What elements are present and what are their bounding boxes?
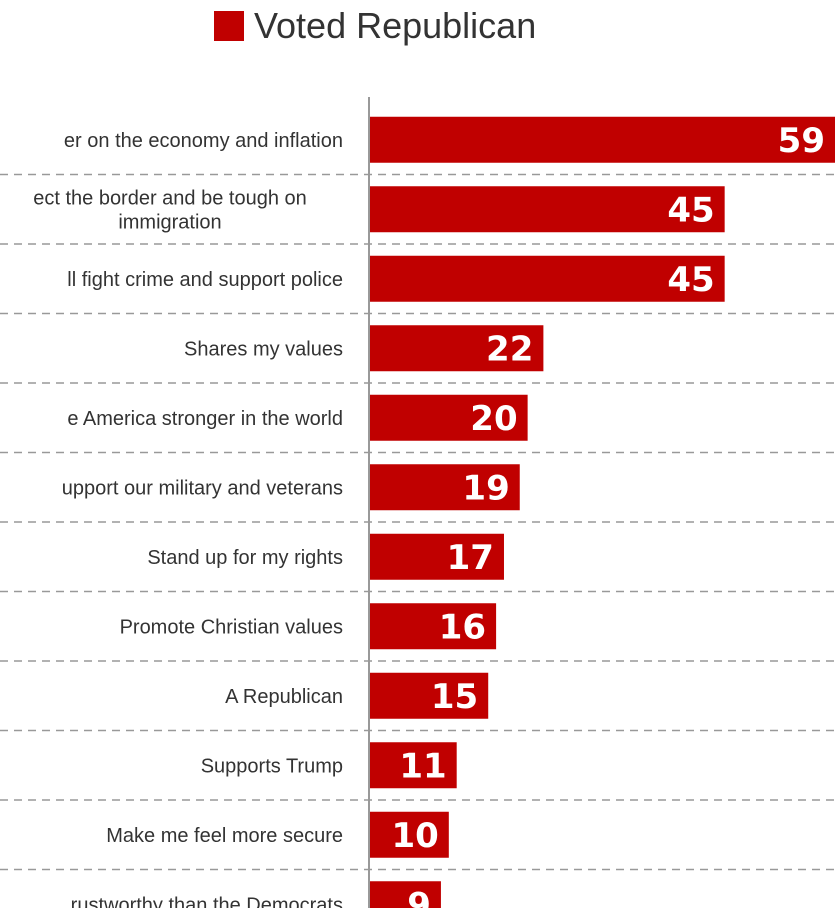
bar xyxy=(370,533,504,580)
category-label: Promote Christian values xyxy=(120,616,343,638)
category-label: er on the economy and inflation xyxy=(64,130,343,152)
category-label: upport our military and veterans xyxy=(62,477,343,499)
data-label: 15 xyxy=(431,677,478,717)
category-label: A Republican xyxy=(225,686,343,708)
bar xyxy=(370,811,449,858)
category-label: Make me feel more secure xyxy=(106,825,343,847)
data-label: 45 xyxy=(667,260,714,300)
legend-label: Voted Republican xyxy=(254,5,537,46)
category-label: Shares my values xyxy=(184,338,343,360)
category-label: immigration xyxy=(118,211,221,233)
bar xyxy=(370,116,835,163)
data-label: 22 xyxy=(486,329,533,369)
bar xyxy=(370,394,528,441)
data-label: 19 xyxy=(462,468,509,508)
data-label: 16 xyxy=(439,607,486,647)
bar xyxy=(370,464,520,511)
bar xyxy=(370,255,725,302)
data-label: 11 xyxy=(399,746,446,786)
category-label: rustworthy than the Democrats xyxy=(71,894,343,908)
category-label: e America stronger in the world xyxy=(67,408,343,430)
legend-swatch xyxy=(214,11,244,41)
category-label: Stand up for my rights xyxy=(147,547,343,569)
bar xyxy=(370,881,441,908)
category-label: ll fight crime and support police xyxy=(67,269,343,291)
data-label: 10 xyxy=(391,816,438,856)
data-label: 20 xyxy=(470,399,517,439)
legend: Voted Republican xyxy=(214,5,537,46)
data-label: 59 xyxy=(778,121,825,161)
bar xyxy=(370,325,544,372)
data-label: 9 xyxy=(407,885,431,908)
bar xyxy=(370,186,725,233)
bar xyxy=(370,742,457,789)
category-label: Supports Trump xyxy=(201,755,343,777)
category-label: ect the border and be tough on xyxy=(33,187,307,209)
data-label: 17 xyxy=(447,538,494,578)
bar xyxy=(370,603,497,650)
data-label: 45 xyxy=(667,190,714,230)
bar xyxy=(370,672,489,719)
